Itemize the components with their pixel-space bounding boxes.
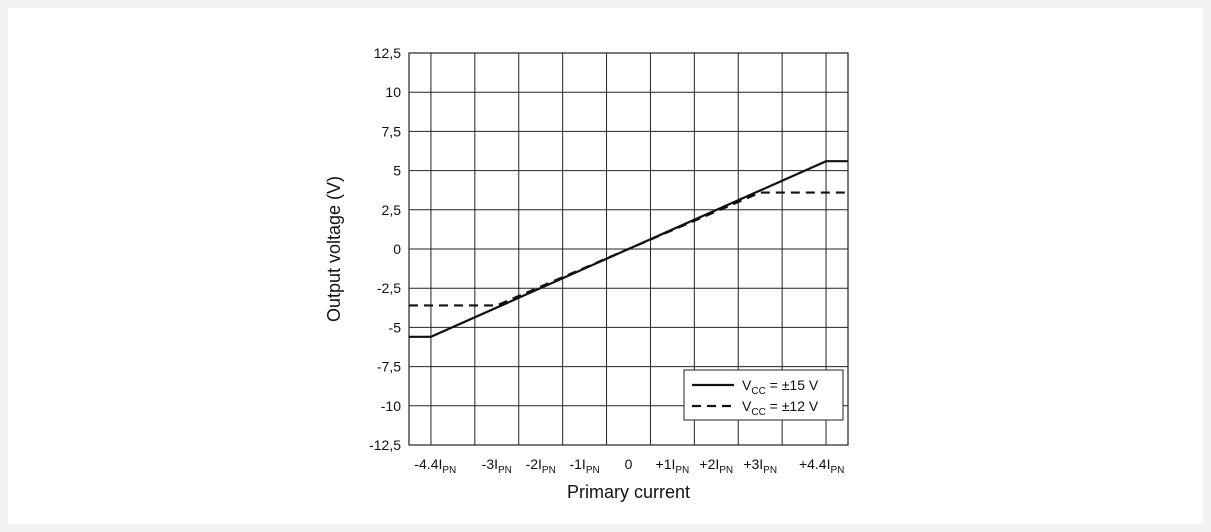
y-tick-label: -7,5: [377, 359, 401, 375]
chart-frame: 12,5 10 7,5 5 2,5 0 -2,5 -5 -7,5 -10 -12,5 -4.4IPN -…: [8, 8, 1203, 524]
plot-border: [408, 52, 849, 446]
legend-label-subscript: CC: [751, 407, 765, 418]
x-tick-main: +1I: [656, 456, 676, 472]
x-tick-main: 0: [625, 456, 633, 472]
x-tick-main: -2I: [526, 456, 542, 472]
x-tick-subscript: PN: [542, 465, 556, 476]
y-tick-label: -2,5: [377, 280, 401, 296]
y-tick-label: 10: [385, 84, 401, 100]
x-tick-subscript: PN: [498, 465, 512, 476]
y-tick-label: -10: [381, 398, 401, 414]
legend-label: VCC = ±15 V: [742, 377, 819, 397]
y-tick-label: -12,5: [369, 437, 401, 453]
series-line-12v: [409, 191, 848, 307]
x-tick-subscript: PN: [719, 465, 733, 476]
y-tick-label: 5: [393, 163, 401, 179]
x-tick-subscript: PN: [442, 465, 456, 476]
x-tick-subscript: PN: [830, 465, 844, 476]
x-tick-main: +2I: [699, 456, 719, 472]
y-tick-label: -5: [389, 319, 402, 335]
legend-label-subscript: CC: [751, 386, 765, 397]
x-tick-main: -4.4I: [414, 456, 442, 472]
x-tick-label: -4.4IPN: [414, 456, 456, 476]
x-tick-label: +4.4IPN: [799, 456, 844, 476]
y-tick-label: 2,5: [382, 202, 402, 218]
x-tick-label: -1IPN: [569, 456, 599, 476]
y-axis-title: Output voltage (V): [324, 176, 344, 322]
x-tick-label: 0: [625, 456, 633, 472]
x-tick-subscript: PN: [586, 465, 600, 476]
x-tick-main: -1I: [569, 456, 585, 472]
x-axis-title: Primary current: [567, 482, 690, 502]
x-tick-label: +1IPN: [656, 456, 690, 476]
x-tick-main: +4.4I: [799, 456, 831, 472]
x-tick-label: -3IPN: [482, 456, 512, 476]
legend-label: VCC = ±12 V: [742, 398, 819, 418]
y-tick-label: 7,5: [382, 123, 402, 139]
x-tick-label: +3IPN: [743, 456, 777, 476]
x-tick-main: -3I: [482, 456, 498, 472]
x-tick-subscript: PN: [675, 465, 689, 476]
y-tick-label: 0: [393, 241, 401, 257]
legend-label-main: V: [742, 377, 752, 393]
x-tick-label: +2IPN: [699, 456, 733, 476]
y-tick-label: 12,5: [374, 45, 401, 61]
x-tick-main: +3I: [743, 456, 763, 472]
x-tick-label: -2IPN: [526, 456, 556, 476]
legend-label-rest: = ±15 V: [766, 377, 819, 393]
legend-label-main: V: [742, 398, 752, 414]
legend-box: [683, 369, 844, 421]
legend-label-rest: = ±12 V: [766, 398, 819, 414]
x-tick-subscript: PN: [763, 465, 777, 476]
